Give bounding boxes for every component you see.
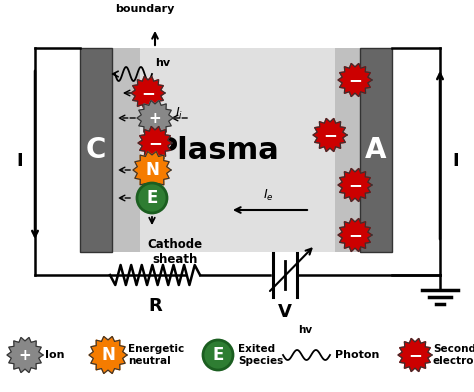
Text: Photon: Photon (335, 350, 379, 360)
Text: C: C (86, 136, 106, 164)
Polygon shape (313, 118, 347, 152)
Polygon shape (131, 76, 165, 110)
Text: hv: hv (298, 325, 312, 335)
Text: $I_e$: $I_e$ (263, 188, 273, 203)
Text: −: − (141, 84, 155, 102)
Bar (80, 48, 112, 252)
Text: E: E (146, 189, 158, 207)
Text: −: − (323, 126, 337, 144)
Text: I: I (452, 152, 459, 170)
Text: hv: hv (155, 58, 170, 68)
Circle shape (203, 340, 233, 370)
Polygon shape (398, 338, 432, 372)
Polygon shape (338, 64, 372, 96)
Bar (360, 48, 392, 252)
Text: Plasma: Plasma (155, 136, 279, 165)
Polygon shape (133, 151, 171, 189)
Circle shape (137, 183, 167, 213)
Text: Secondary
electron: Secondary electron (433, 344, 474, 366)
Polygon shape (7, 338, 43, 372)
Text: E: E (212, 346, 224, 364)
Bar (140, 48, 335, 252)
Text: $I_i$: $I_i$ (175, 105, 183, 121)
Text: +: + (18, 347, 31, 363)
Text: Ion: Ion (45, 350, 64, 360)
Text: N: N (101, 346, 115, 364)
Polygon shape (138, 127, 172, 160)
Text: V: V (278, 303, 292, 321)
Polygon shape (137, 100, 173, 136)
Text: −: − (348, 176, 362, 194)
Bar (112, 48, 140, 252)
Text: −: − (148, 134, 162, 152)
Text: −: − (348, 71, 362, 89)
Text: A: A (365, 136, 387, 164)
Text: −: − (408, 346, 422, 364)
Polygon shape (89, 336, 127, 374)
Text: R: R (148, 297, 162, 315)
Text: −: − (348, 226, 362, 244)
Text: Plasma sheath
boundary: Plasma sheath boundary (99, 0, 191, 14)
Polygon shape (338, 218, 372, 252)
Text: +: + (149, 111, 161, 125)
Bar (335, 48, 360, 252)
Text: I: I (17, 152, 23, 170)
Text: N: N (145, 161, 159, 179)
Polygon shape (338, 169, 372, 201)
Text: Exited
Species: Exited Species (238, 344, 283, 366)
Text: Energetic
neutral: Energetic neutral (128, 344, 184, 366)
Text: Cathode
sheath: Cathode sheath (147, 238, 202, 266)
